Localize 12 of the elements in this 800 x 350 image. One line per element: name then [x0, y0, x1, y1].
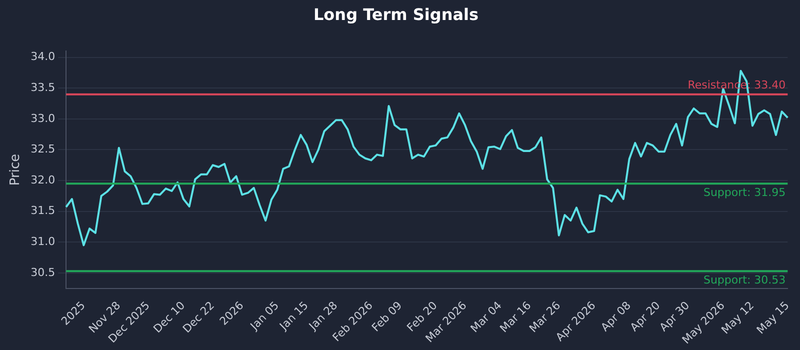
- ref-line-label: Support: 30.53: [703, 273, 786, 286]
- y-tick-label: 32.0: [30, 173, 56, 186]
- y-tick-label: 30.5: [30, 266, 56, 279]
- y-tick-label: 33.5: [30, 81, 56, 94]
- y-tick-label: 31.5: [30, 204, 56, 218]
- y-tick-label: 33.0: [30, 112, 56, 125]
- y-tick-label: 31.0: [30, 234, 56, 248]
- ref-line-label: Support: 31.95: [703, 186, 786, 199]
- y-tick-label: 34.0: [30, 50, 56, 64]
- chart-title: Long Term Signals: [313, 4, 479, 24]
- y-tick-label: 32.5: [30, 142, 56, 156]
- y-axis-title: Price: [8, 154, 24, 186]
